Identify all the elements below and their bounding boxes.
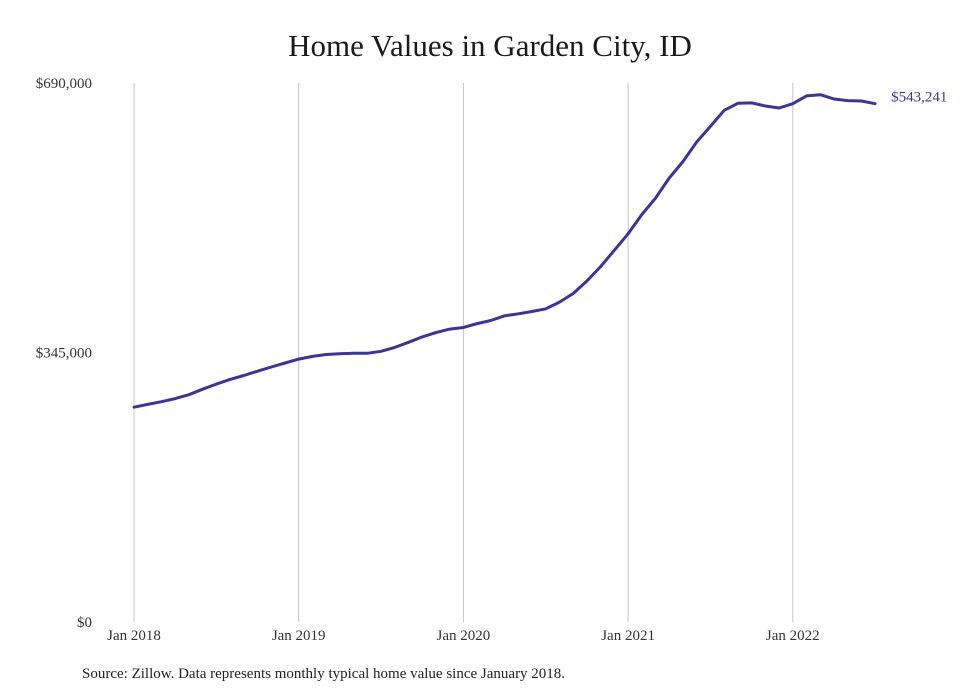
y-tick-label: $0 <box>77 615 92 631</box>
y-axis-ticks: $0 $345,000 $690,000 <box>36 76 92 631</box>
x-tick-label: Jan 2020 <box>437 628 491 644</box>
chart-title: Home Values in Garden City, ID <box>288 28 692 63</box>
source-note: Source: Zillow. Data represents monthly … <box>82 666 566 682</box>
vertical-gridlines <box>133 83 794 622</box>
x-tick-label: Jan 2022 <box>766 628 820 644</box>
x-tick-label: Jan 2019 <box>272 628 326 644</box>
x-tick-label: Jan 2018 <box>107 628 161 644</box>
x-axis-ticks: Jan 2018 Jan 2019 Jan 2020 Jan 2021 Jan 2022 <box>107 628 820 644</box>
series-group: $543,241 <box>132 90 947 409</box>
y-tick-label: $345,000 <box>36 346 92 362</box>
y-tick-label: $690,000 <box>36 76 92 92</box>
x-tick-label: Jan 2021 <box>601 628 655 644</box>
end-value-label: $543,241 <box>891 90 947 106</box>
series-line <box>132 93 877 409</box>
